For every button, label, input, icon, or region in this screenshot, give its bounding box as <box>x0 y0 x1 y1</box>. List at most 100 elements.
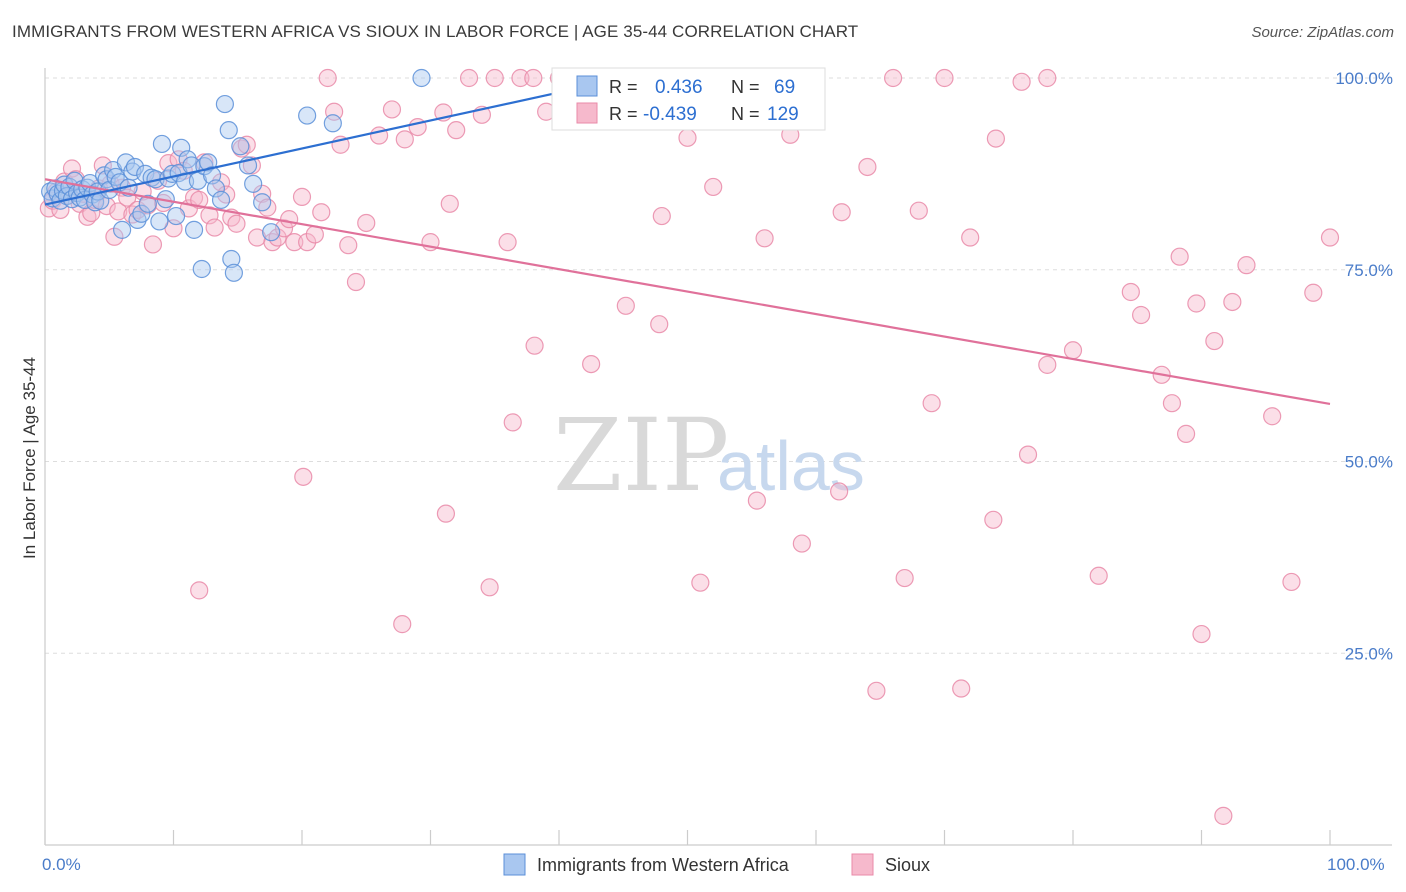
western-africa-point <box>412 68 431 88</box>
sioux-point <box>227 214 246 233</box>
sioux-point <box>205 218 224 237</box>
sioux-point <box>525 336 544 355</box>
sioux-point <box>792 534 811 553</box>
sioux-point <box>952 679 971 698</box>
x-tick-label-max: 100.0% <box>1327 855 1385 874</box>
sioux-point <box>1187 294 1206 313</box>
series-legend-label-western-africa: Immigrants from Western Africa <box>537 855 790 875</box>
western-africa-trend-line <box>44 89 566 206</box>
western-africa-point <box>184 220 204 239</box>
sioux-point <box>395 130 414 149</box>
sioux-point <box>143 235 163 254</box>
y-tick-label: 50.0% <box>1345 453 1393 472</box>
watermark-zip: ZIP <box>553 397 729 514</box>
western-africa-point <box>231 137 250 156</box>
sioux-point <box>986 129 1006 148</box>
sioux-point <box>498 233 517 252</box>
sioux-point <box>1304 283 1323 302</box>
sioux-point <box>217 185 236 204</box>
western-africa-point <box>150 212 169 231</box>
legend-n-label-2: N = <box>731 104 760 124</box>
western-africa-point <box>262 223 281 242</box>
sioux-point <box>650 315 669 334</box>
sioux-point <box>1038 68 1057 88</box>
sioux-point <box>524 68 543 88</box>
sioux-point <box>747 491 766 510</box>
sioux-point <box>105 227 124 246</box>
sioux-point <box>237 135 256 154</box>
sioux-point <box>935 68 954 88</box>
sioux-point <box>909 201 928 220</box>
western-africa-point <box>206 179 226 198</box>
western-africa-point <box>219 121 238 140</box>
sioux-point <box>1089 566 1108 585</box>
western-africa-point <box>298 106 317 125</box>
western-africa-point <box>211 190 231 210</box>
legend-n-label-1: N = <box>731 77 760 97</box>
sioux-point <box>459 68 479 88</box>
western-africa-point <box>253 193 272 212</box>
sioux-point <box>318 68 337 88</box>
sioux-point <box>511 68 530 88</box>
series-legend-label-sioux: Sioux <box>885 855 930 875</box>
sioux-point <box>1263 407 1282 426</box>
legend-r-label-2: R = <box>609 104 638 124</box>
sioux-point <box>294 467 313 486</box>
sioux-point <box>1132 305 1151 325</box>
western-africa-point <box>116 153 136 172</box>
sioux-point <box>883 68 903 88</box>
western-africa-point <box>138 194 157 213</box>
correlation-legend: R = 0.436 N = 69 R = -0.439 N = 129 <box>551 67 826 131</box>
sioux-point <box>922 394 941 413</box>
sioux-trend-line <box>44 178 1331 406</box>
sioux-point <box>393 615 412 634</box>
sioux-point <box>190 190 209 210</box>
sioux-point <box>984 510 1003 529</box>
sioux-point <box>109 202 128 221</box>
sioux-point <box>1038 355 1057 374</box>
y-tick-label: 25.0% <box>1345 644 1393 663</box>
sioux-point <box>755 229 774 248</box>
legend-n-value-2: 129 <box>767 104 799 125</box>
sioux-point <box>325 102 344 121</box>
sioux-point <box>1063 341 1083 360</box>
sioux-point <box>1237 256 1256 275</box>
y-axis-title: In Labor Force | Age 35-44 <box>20 357 39 559</box>
sioux-point <box>830 482 849 501</box>
sioux-point <box>678 128 697 147</box>
sioux-point <box>1205 331 1224 351</box>
western-africa-point <box>224 263 243 282</box>
sioux-point <box>832 203 851 222</box>
sioux-point <box>1192 624 1211 644</box>
sioux-point <box>1018 445 1038 464</box>
gridlines <box>45 77 1392 654</box>
sioux-point <box>1223 292 1242 312</box>
western-africa-point <box>222 249 241 269</box>
chart-title: IMMIGRANTS FROM WESTERN AFRICA VS SIOUX … <box>12 22 859 41</box>
sioux-point <box>1012 72 1031 91</box>
legend-r-value-2: -0.439 <box>643 104 697 125</box>
x-tick-label-min: 0.0% <box>42 855 81 874</box>
sioux-point <box>858 157 877 177</box>
sioux-point <box>867 681 886 700</box>
sioux-point <box>285 233 304 252</box>
series-legend-swatch-western-africa <box>503 853 526 876</box>
sioux-point <box>616 296 635 315</box>
legend-r-value-1: 0.436 <box>655 77 703 98</box>
western-africa-point <box>112 220 132 239</box>
series-legend-swatch-sioux <box>851 853 874 876</box>
y-tick-label: 75.0% <box>1345 261 1393 280</box>
sioux-point <box>485 68 504 88</box>
western-africa-point <box>215 94 234 114</box>
sioux-point <box>298 233 317 252</box>
y-tick-label: 100.0% <box>1335 69 1393 88</box>
sioux-point <box>691 573 710 592</box>
watermark-atlas: atlas <box>717 427 865 505</box>
western-africa-point <box>172 138 191 157</box>
western-africa-point <box>323 114 342 133</box>
sioux-point <box>1162 394 1182 413</box>
sioux-point <box>292 187 312 206</box>
western-africa-points <box>41 68 431 282</box>
sioux-point <box>339 236 358 255</box>
sioux-point <box>704 177 723 197</box>
